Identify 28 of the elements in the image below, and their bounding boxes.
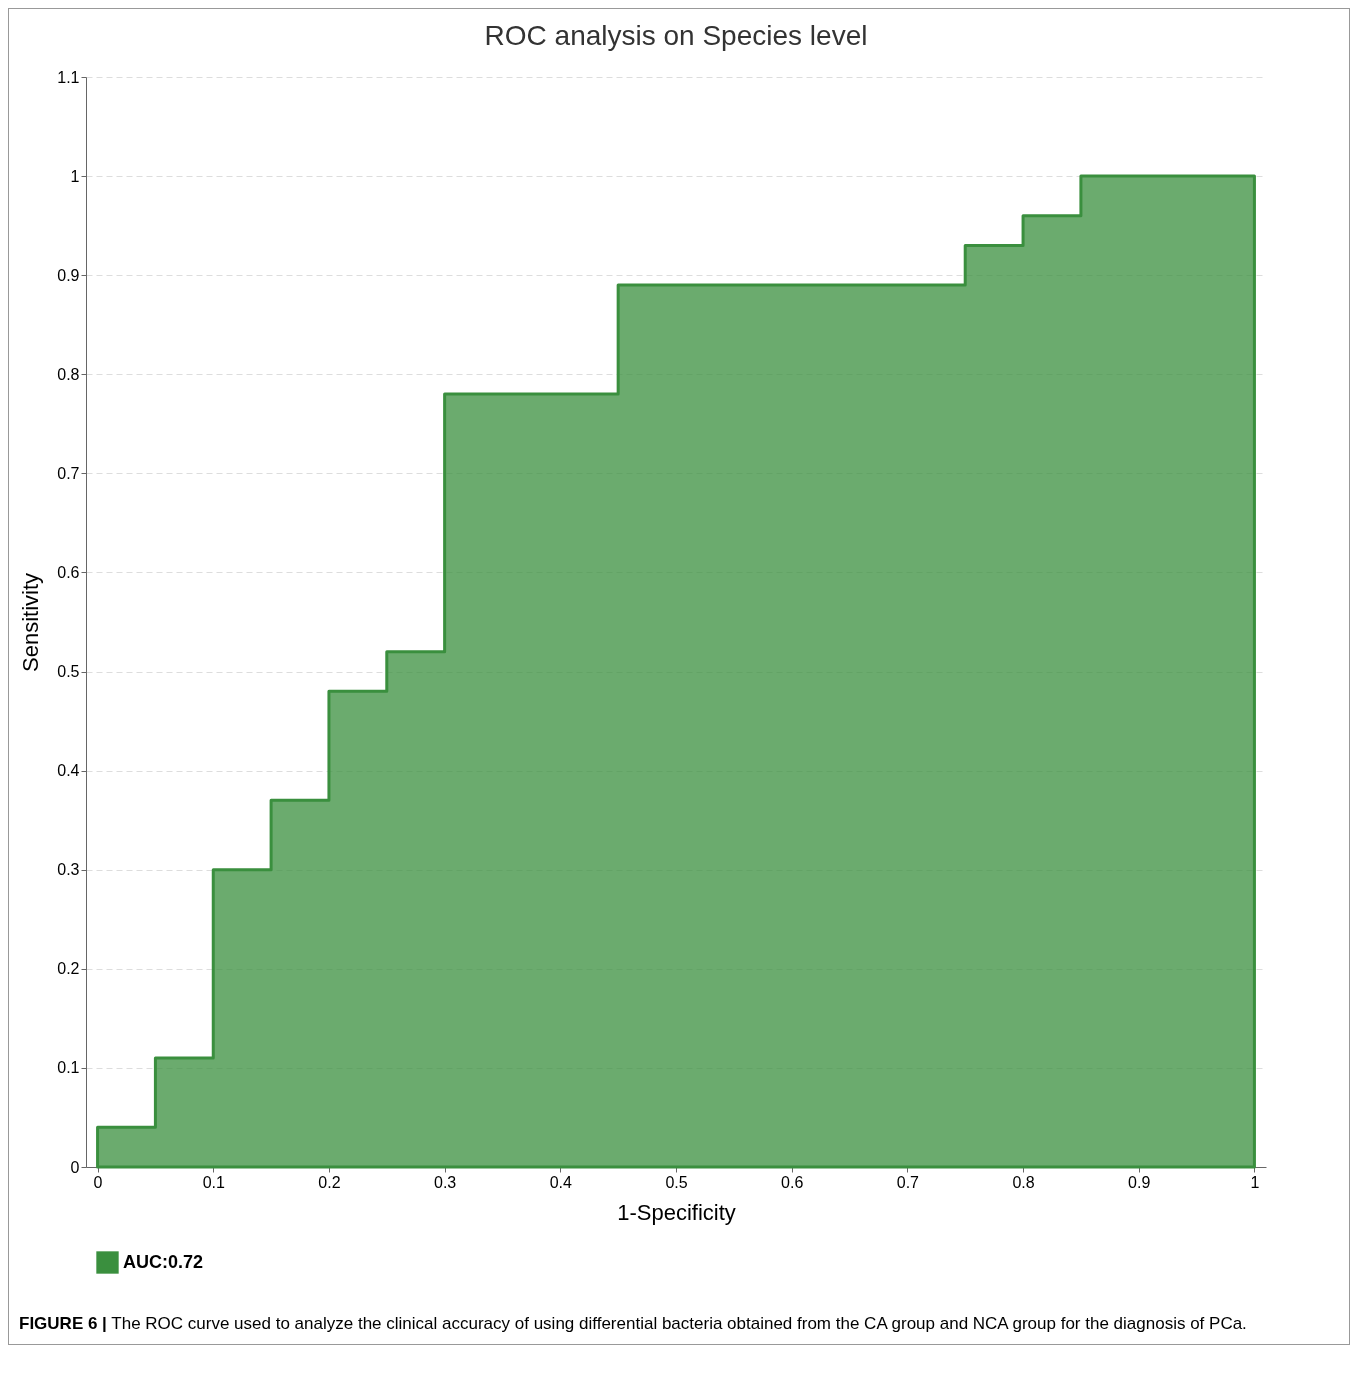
- x-axis-title: 1-Specificity: [617, 1199, 736, 1225]
- x-tick-label: 0.7: [896, 1173, 920, 1191]
- chart-title: ROC analysis on Species level: [484, 20, 868, 51]
- y-tick-label: 0.5: [57, 663, 80, 681]
- x-tick-label: 0.8: [1012, 1173, 1035, 1191]
- y-tick-label: 0.4: [57, 762, 80, 780]
- x-tick-label: 0.2: [318, 1173, 341, 1191]
- x-tick-label: 0.1: [202, 1173, 225, 1191]
- y-tick-label: 0.9: [57, 266, 80, 284]
- y-tick-label: 0.1: [57, 1059, 80, 1077]
- y-tick-label: 0.8: [57, 365, 80, 383]
- caption: FIGURE 6 | The ROC curve used to analyze the clinical accuracy of using differential bacteria obtained from the CA group and NCA group for the diagnosis of PCa.: [19, 1314, 1248, 1334]
- y-tick-label: 0.7: [57, 464, 80, 482]
- x-tick-label: 0.3: [434, 1173, 457, 1191]
- x-tick-label: 0.6: [781, 1173, 804, 1191]
- x-tick-label: 0: [93, 1173, 103, 1191]
- y-tick-label: 0: [70, 1158, 80, 1176]
- y-axis-title: Sensitivity: [18, 572, 44, 673]
- y-tick-label: 1: [70, 167, 80, 185]
- y-tick-label: 0.6: [57, 563, 80, 581]
- legend-label: AUC:0.72: [123, 1251, 204, 1272]
- x-tick-label: 1: [1250, 1173, 1260, 1191]
- y-tick-label: 0.2: [57, 960, 80, 978]
- x-tick-label: 0.4: [549, 1173, 573, 1191]
- y-tick-label: 1.1: [57, 68, 80, 86]
- x-tick-label: 0.9: [1128, 1173, 1151, 1191]
- y-tick-label: 0.3: [57, 861, 80, 879]
- x-tick-label: 0.5: [665, 1173, 688, 1191]
